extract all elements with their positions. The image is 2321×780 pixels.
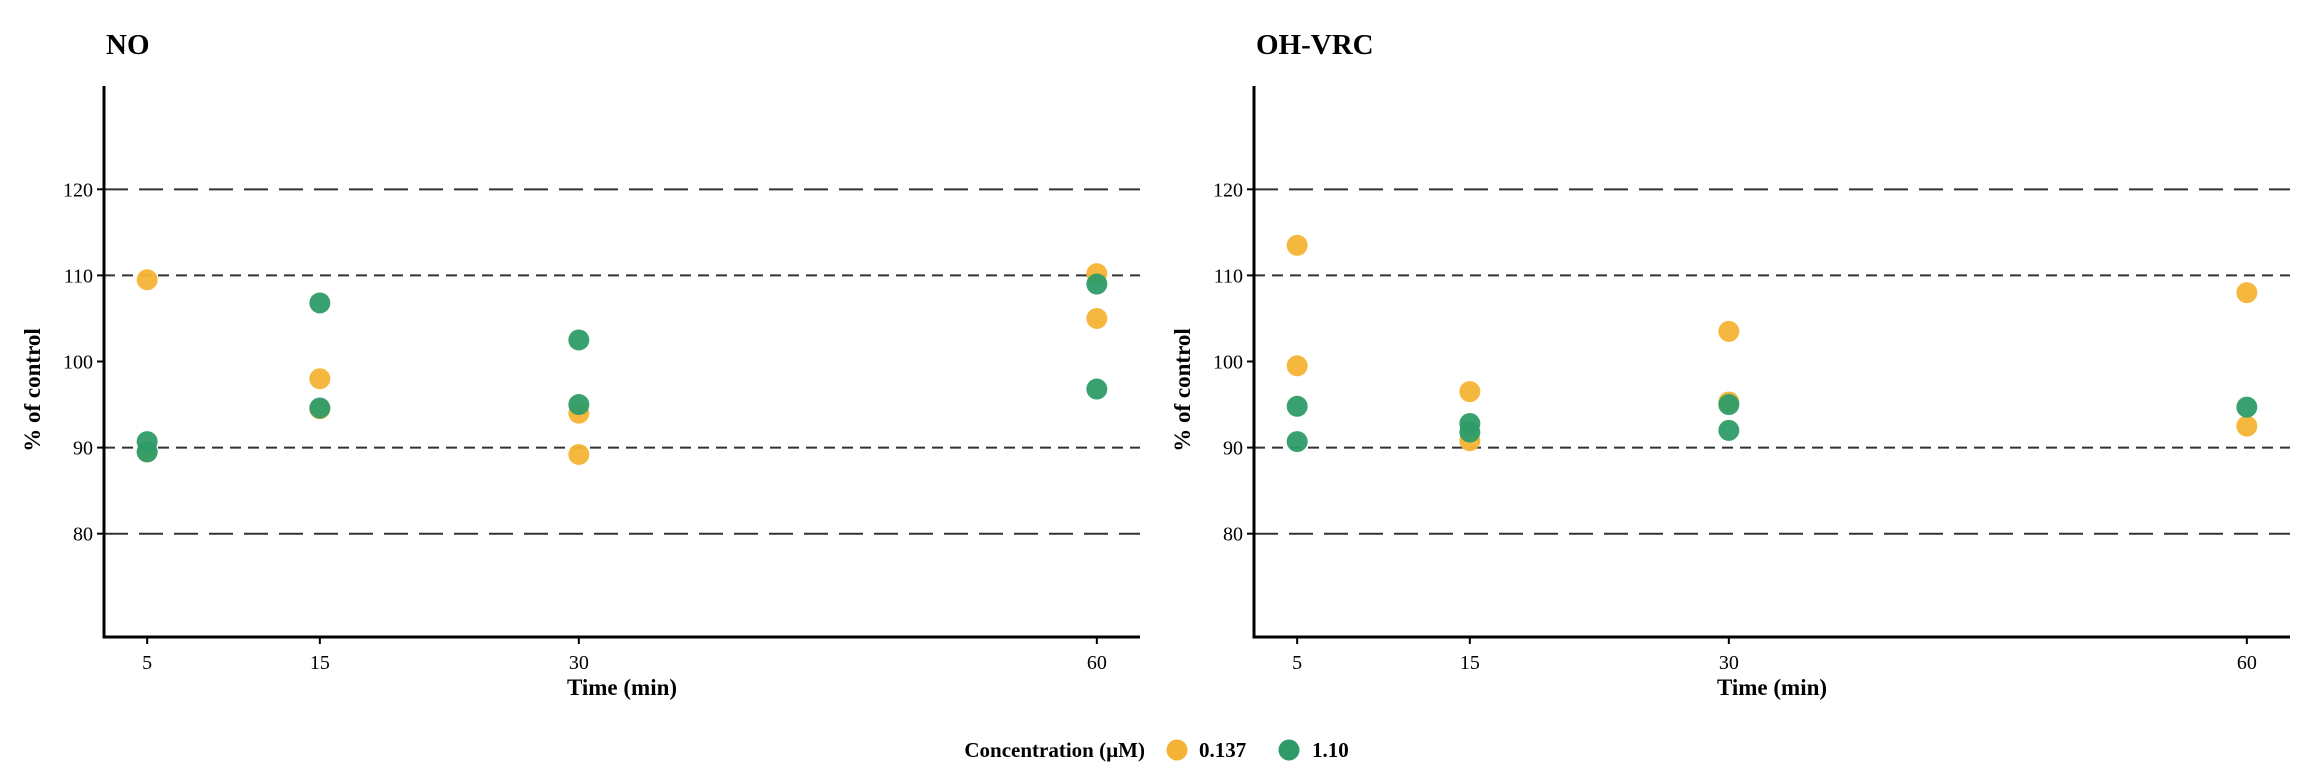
point-series-110 bbox=[2236, 396, 2258, 418]
point-series-0137 bbox=[1459, 381, 1481, 403]
y-tick-label: 110 bbox=[1214, 265, 1243, 287]
y-tick-label: 120 bbox=[63, 179, 93, 201]
y-tick-label: 90 bbox=[73, 438, 93, 460]
x-tick-label: 5 bbox=[1292, 652, 1302, 674]
panel-title: OH-VRC bbox=[1256, 29, 1374, 61]
point-series-110 bbox=[1718, 394, 1740, 416]
point-series-0137 bbox=[309, 368, 331, 390]
y-tick-label: 120 bbox=[1213, 179, 1243, 201]
x-tick-label: 15 bbox=[1460, 652, 1480, 674]
point-series-110 bbox=[568, 394, 590, 416]
legend: Concentration (µM) 0.137 1.10 bbox=[964, 738, 1348, 762]
y-tick-label: 100 bbox=[63, 352, 93, 374]
x-tick-label: 15 bbox=[310, 652, 330, 674]
point-series-110 bbox=[1086, 378, 1108, 400]
x-tick-label: 30 bbox=[1719, 652, 1739, 674]
y-axis-label: % of control bbox=[1170, 328, 1195, 452]
point-series-110 bbox=[309, 292, 331, 314]
panel-title: NO bbox=[106, 29, 150, 61]
x-tick-label: 5 bbox=[142, 652, 152, 674]
point-series-0137 bbox=[2236, 282, 2258, 304]
legend-swatch-110 bbox=[1278, 739, 1300, 761]
x-axis-label: Time (min) bbox=[1717, 675, 1827, 700]
point-series-0137 bbox=[2236, 415, 2258, 437]
point-series-0137 bbox=[1086, 307, 1108, 329]
axes bbox=[1252, 86, 2290, 639]
y-tick-label: 90 bbox=[1223, 438, 1243, 460]
point-series-110 bbox=[568, 329, 590, 351]
legend-label-110: 1.10 bbox=[1312, 738, 1349, 762]
point-series-110 bbox=[1459, 421, 1481, 443]
x-tick-label: 60 bbox=[2237, 652, 2257, 674]
y-tick-label: 110 bbox=[64, 265, 93, 287]
point-series-0137 bbox=[1286, 355, 1308, 377]
legend-label-0137: 0.137 bbox=[1199, 738, 1246, 762]
point-series-0137 bbox=[1718, 320, 1740, 342]
point-series-0137 bbox=[136, 269, 158, 291]
y-tick-label: 80 bbox=[1223, 524, 1243, 546]
point-series-110 bbox=[1086, 273, 1108, 295]
point-series-110 bbox=[309, 397, 331, 419]
data-points bbox=[136, 263, 1108, 465]
y-tick-label: 80 bbox=[73, 524, 93, 546]
x-axis-ticks: 5 15 30 60 bbox=[142, 637, 1107, 674]
y-axis-label: % of control bbox=[20, 328, 45, 452]
y-axis-ticks: 80 90 100 110 120 bbox=[1213, 179, 1254, 546]
point-series-110 bbox=[1286, 395, 1308, 417]
reference-lines bbox=[104, 188, 1140, 535]
legend-swatch-0137 bbox=[1166, 739, 1188, 761]
point-series-110 bbox=[1286, 431, 1308, 453]
panel-no: NO 80 90 100 110 120 5 15 30 60 Time (min) % of… bbox=[20, 29, 1140, 700]
y-axis-ticks: 80 90 100 110 120 bbox=[63, 179, 104, 546]
x-axis-label: Time (min) bbox=[567, 675, 677, 700]
x-tick-label: 30 bbox=[569, 652, 589, 674]
data-points bbox=[1286, 234, 2258, 453]
point-series-110 bbox=[136, 441, 158, 463]
point-series-0137 bbox=[1286, 234, 1308, 256]
legend-title: Concentration (µM) bbox=[964, 738, 1145, 762]
point-series-110 bbox=[1718, 419, 1740, 441]
y-tick-label: 100 bbox=[1213, 352, 1243, 374]
x-axis-ticks: 5 15 30 60 bbox=[1292, 637, 2257, 674]
axes bbox=[102, 86, 1140, 639]
x-tick-label: 60 bbox=[1087, 652, 1107, 674]
reference-lines bbox=[1254, 188, 2290, 535]
point-series-0137 bbox=[568, 443, 590, 465]
